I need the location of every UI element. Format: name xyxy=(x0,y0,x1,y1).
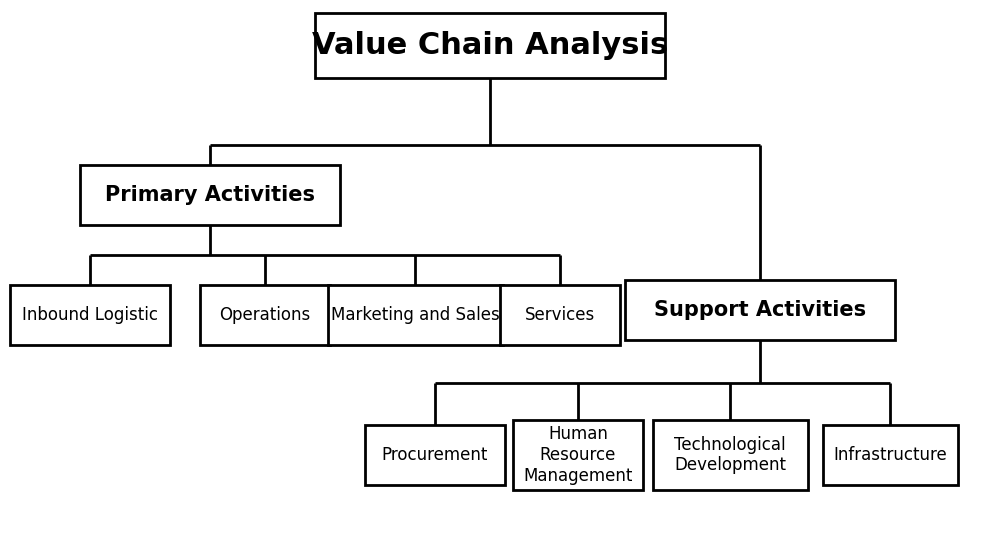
Text: Marketing and Sales: Marketing and Sales xyxy=(331,306,499,324)
FancyBboxPatch shape xyxy=(652,420,808,490)
Text: Services: Services xyxy=(525,306,595,324)
FancyBboxPatch shape xyxy=(513,420,643,490)
FancyBboxPatch shape xyxy=(625,280,895,340)
FancyBboxPatch shape xyxy=(822,425,958,485)
Text: Infrastructure: Infrastructure xyxy=(833,446,947,464)
Text: Primary Activities: Primary Activities xyxy=(105,185,315,205)
FancyBboxPatch shape xyxy=(200,285,330,345)
Text: Support Activities: Support Activities xyxy=(654,300,866,320)
Text: Procurement: Procurement xyxy=(382,446,488,464)
Text: Operations: Operations xyxy=(219,306,311,324)
Text: Technological
Development: Technological Development xyxy=(674,436,786,475)
FancyBboxPatch shape xyxy=(315,13,665,78)
FancyBboxPatch shape xyxy=(80,165,340,225)
FancyBboxPatch shape xyxy=(500,285,620,345)
Text: Inbound Logistic: Inbound Logistic xyxy=(22,306,158,324)
FancyBboxPatch shape xyxy=(10,285,170,345)
Text: Value Chain Analysis: Value Chain Analysis xyxy=(312,30,668,59)
FancyBboxPatch shape xyxy=(328,285,503,345)
FancyBboxPatch shape xyxy=(365,425,505,485)
Text: Human
Resource
Management: Human Resource Management xyxy=(523,425,633,485)
